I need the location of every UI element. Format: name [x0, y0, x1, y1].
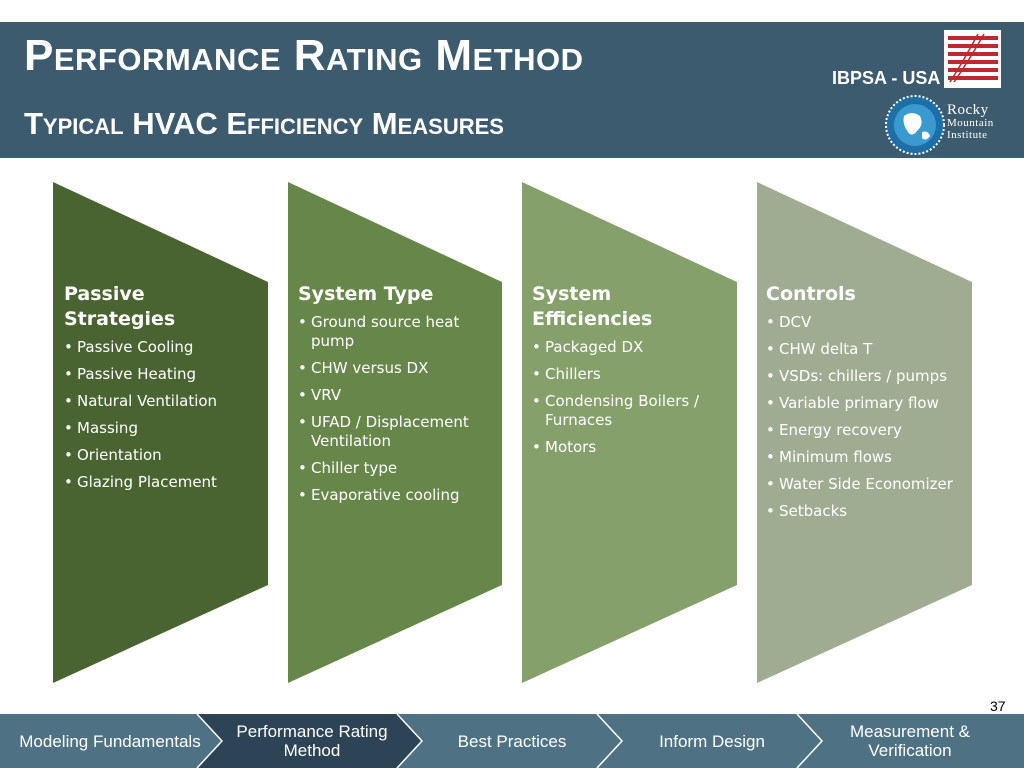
list-item: Motors [532, 438, 730, 457]
nav-chevrons [0, 714, 1024, 768]
nav-chevron-modeling-fundamentals[interactable] [0, 714, 222, 768]
slide-title: Performance Rating Method [24, 31, 584, 80]
list-item: DCV [766, 313, 966, 332]
nav-chevron-inform-design[interactable] [597, 714, 822, 768]
column-controls: Controls DCV CHW delta T VSDs: chillers … [766, 282, 966, 529]
column-title: Controls [766, 283, 856, 305]
nav-chevron-measurement-verification[interactable] [797, 714, 1024, 768]
column-list: Passive Cooling Passive Heating Natural … [64, 338, 259, 492]
list-item: Natural Ventilation [64, 392, 259, 411]
column-list: DCV CHW delta T VSDs: chillers / pumps V… [766, 313, 966, 521]
list-item: Ground source heat pump [298, 313, 498, 351]
list-item: UFAD / Displacement Ventilation [298, 413, 498, 451]
list-item: Condensing Boilers / Furnaces [532, 392, 730, 430]
nav-performance-rating-method[interactable]: Performance Rating Method [236, 722, 388, 760]
list-item: Passive Heating [64, 365, 259, 384]
top-strip [0, 0, 1024, 22]
list-item: VRV [298, 386, 498, 405]
slide-subtitle: Typical HVAC Efficiency Measures [24, 106, 504, 141]
column-title: System Efficiencies [532, 283, 653, 330]
nav-chevron-performance-rating-method[interactable] [197, 714, 422, 768]
nav-chevron-best-practices[interactable] [397, 714, 622, 768]
list-item: Passive Cooling [64, 338, 259, 357]
list-item: Packaged DX [532, 338, 730, 357]
list-item: CHW delta T [766, 340, 966, 359]
nav-best-practices[interactable]: Best Practices [457, 731, 567, 751]
list-item: Massing [64, 419, 259, 438]
list-item: Energy recovery [766, 421, 966, 440]
ibpsa-flag-logo [944, 30, 1001, 88]
list-item: Setbacks [766, 502, 966, 521]
list-item: Minimum flows [766, 448, 966, 467]
rmi-logo-text: Rocky Mountain Institute [947, 102, 994, 142]
list-item: Orientation [64, 446, 259, 465]
column-list: Ground source heat pump CHW versus DX VR… [298, 313, 498, 505]
list-item: VSDs: chillers / pumps [766, 367, 966, 386]
list-item: Glazing Placement [64, 473, 259, 492]
list-item: Chillers [532, 365, 730, 384]
ibpsa-logo-text: IBPSA - USA [832, 68, 941, 88]
list-item: Evaporative cooling [298, 486, 498, 505]
nav-modeling-fundamentals[interactable]: Modeling Fundamentals [19, 731, 201, 751]
column-list: Packaged DX Chillers Condensing Boilers … [532, 338, 730, 457]
panel-system-efficiencies [522, 182, 737, 683]
slide-header [0, 22, 1024, 158]
list-item: Water Side Economizer [766, 475, 966, 494]
column-system-efficiencies: System Efficiencies Packaged DX Chillers… [532, 282, 730, 465]
list-item: CHW versus DX [298, 359, 498, 378]
section-nav-bar: Modeling Fundamentals Performance Rating… [0, 714, 1024, 768]
list-item: Variable primary flow [766, 394, 966, 413]
list-item: Chiller type [298, 459, 498, 478]
column-title: Passive Strategies [64, 283, 176, 330]
column-system-type: System Type Ground source heat pump CHW … [298, 282, 498, 513]
nav-inform-design[interactable]: Inform Design [659, 731, 765, 751]
column-passive-strategies: Passive Strategies Passive Cooling Passi… [64, 282, 259, 500]
rmi-globe-logo [885, 95, 945, 155]
column-title: System Type [298, 283, 434, 305]
nav-measurement-verification[interactable]: Measurement & Verification [850, 722, 970, 760]
page-number: 37 [990, 698, 1006, 714]
